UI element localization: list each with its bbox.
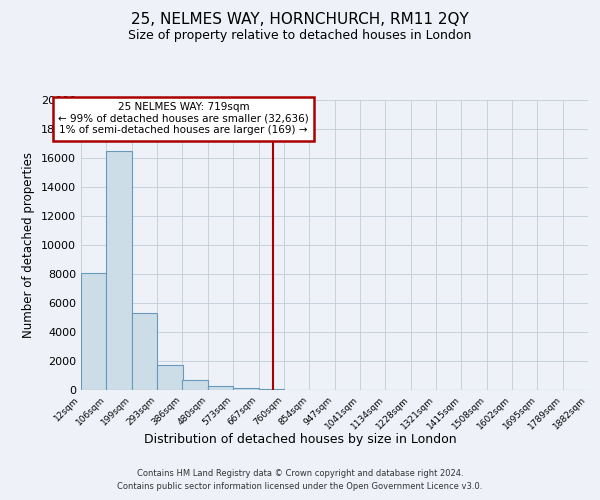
- Bar: [106, 151, 132, 390]
- Text: 25 NELMES WAY: 719sqm
← 99% of detached houses are smaller (32,636)
1% of semi-d: 25 NELMES WAY: 719sqm ← 99% of detached …: [58, 102, 309, 136]
- Bar: [208, 386, 233, 390]
- Text: Contains HM Land Registry data © Crown copyright and database right 2024.: Contains HM Land Registry data © Crown c…: [137, 469, 463, 478]
- Bar: [182, 380, 208, 390]
- Bar: [81, 272, 106, 390]
- Bar: [132, 313, 157, 390]
- Y-axis label: Number of detached properties: Number of detached properties: [22, 152, 35, 338]
- Bar: [259, 388, 284, 390]
- Bar: [233, 388, 259, 390]
- Text: Contains public sector information licensed under the Open Government Licence v3: Contains public sector information licen…: [118, 482, 482, 491]
- Text: Distribution of detached houses by size in London: Distribution of detached houses by size …: [143, 432, 457, 446]
- Bar: [157, 364, 182, 390]
- Text: Size of property relative to detached houses in London: Size of property relative to detached ho…: [128, 29, 472, 42]
- Text: 25, NELMES WAY, HORNCHURCH, RM11 2QY: 25, NELMES WAY, HORNCHURCH, RM11 2QY: [131, 12, 469, 28]
